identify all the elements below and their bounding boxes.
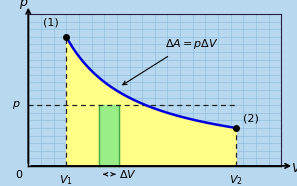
Text: (1): (1)	[43, 18, 59, 28]
Text: (2): (2)	[244, 113, 259, 123]
Text: $\Delta V$: $\Delta V$	[119, 168, 137, 180]
Text: $V$: $V$	[291, 162, 297, 175]
Text: $p$: $p$	[18, 0, 28, 11]
Text: $\Delta A = p\Delta V$: $\Delta A = p\Delta V$	[165, 37, 219, 51]
Text: $V_1$: $V_1$	[59, 173, 73, 186]
Text: $p$: $p$	[12, 99, 21, 111]
Text: $V_2$: $V_2$	[229, 173, 243, 186]
Text: 0: 0	[15, 170, 22, 180]
